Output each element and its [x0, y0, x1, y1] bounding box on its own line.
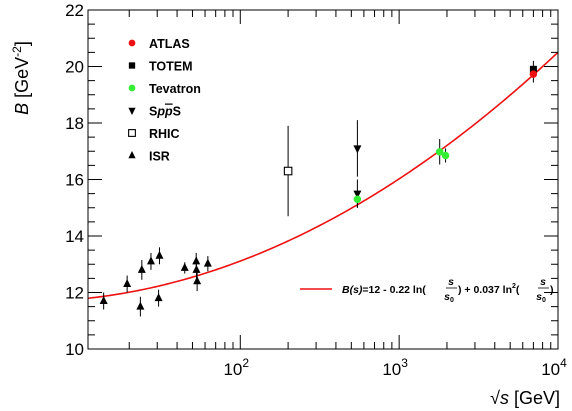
point-isr — [193, 276, 202, 285]
x-tick-label: 104 — [541, 356, 567, 379]
fit-formula-mid: ) + 0.037 ln2( — [458, 283, 520, 296]
point-tevatron — [435, 148, 444, 156]
legend-item: ISR — [128, 150, 170, 164]
series-rhic — [283, 125, 293, 217]
point-isr — [192, 264, 201, 273]
fit-formula-lhs: B(s) — [342, 284, 363, 296]
legend-item: ATLAS — [128, 37, 190, 51]
legend-marker — [128, 39, 136, 47]
fit-frac1-num: s — [448, 276, 454, 288]
legend-marker — [128, 129, 136, 137]
fit-curve — [87, 51, 559, 300]
legend-marker — [128, 84, 136, 92]
point-isr — [123, 279, 132, 288]
point-isr — [180, 262, 189, 271]
y-tick-label: 20 — [65, 58, 84, 77]
x-tick-labels: 102 103 104 — [223, 356, 567, 379]
point-isr — [154, 293, 163, 302]
fit-formula-eq: =12 - 0.22 ln( — [362, 284, 426, 296]
point-isr — [136, 301, 145, 310]
fit-formula: B(s)=12 - 0.22 ln( — [342, 284, 426, 296]
fit-legend: B(s)=12 - 0.22 ln( s s0 ) + 0.037 ln2( s… — [300, 276, 554, 304]
point-rhic — [283, 166, 293, 176]
y-tick-label: 12 — [65, 284, 84, 303]
point-isr — [203, 258, 212, 267]
legend-item: TOTEM — [128, 60, 193, 74]
legend-marker — [128, 151, 136, 159]
legend-label: Tevatron — [149, 82, 201, 96]
legend-label: SppS — [149, 105, 181, 119]
point-spps — [353, 145, 362, 154]
point-isr — [146, 256, 155, 265]
y-tick-label: 16 — [65, 171, 84, 190]
data-points — [99, 60, 538, 317]
legend-item: SppS — [128, 105, 181, 119]
point-tevatron — [353, 195, 362, 204]
legend: ATLAS TOTEM Tevatron SppS RHIC ISR — [128, 37, 201, 164]
point-tevatron — [441, 151, 450, 160]
point-isr — [155, 250, 164, 259]
series-isr — [99, 247, 212, 317]
point-isr — [99, 295, 108, 304]
legend-label: ATLAS — [149, 37, 190, 51]
fit-formula-close: ) — [550, 284, 554, 296]
axis-ticks — [88, 9, 559, 350]
x-tick-label: 103 — [382, 356, 408, 379]
legend-label: ISR — [149, 150, 170, 164]
legend-label: TOTEM — [149, 60, 193, 74]
point-isr — [137, 264, 146, 273]
y-tick-label: 18 — [65, 114, 84, 133]
fit-frac1-den: s0 — [444, 291, 454, 304]
x-axis-title: √s [GeV] — [490, 388, 560, 408]
y-axis-title: B [GeV-2] — [10, 41, 32, 115]
x-tick-label: 102 — [223, 356, 249, 379]
fit-frac2-den: s0 — [536, 291, 546, 304]
series-tevatron — [353, 139, 450, 208]
y-tick-label: 10 — [65, 340, 84, 359]
y-tick-label: 22 — [65, 1, 84, 20]
legend-item: RHIC — [128, 127, 180, 141]
y-tick-labels: 10 12 14 16 18 20 22 — [65, 1, 84, 359]
point-atlas — [529, 70, 538, 78]
legend-marker — [128, 62, 136, 69]
fit-frac2-num: s — [540, 276, 546, 288]
legend-item: Tevatron — [128, 82, 201, 96]
series-atlas — [529, 65, 538, 83]
legend-marker — [128, 107, 136, 115]
legend-label: RHIC — [149, 127, 180, 141]
y-tick-label: 14 — [65, 227, 84, 246]
